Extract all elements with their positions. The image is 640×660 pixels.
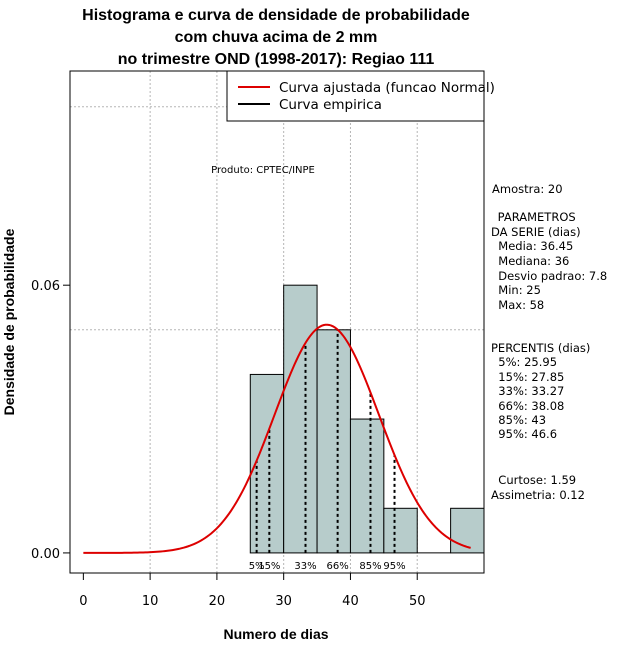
x-tick-label-20: 20: [209, 594, 226, 609]
title-line-1: Histograma e curva de densidade de proba…: [82, 7, 470, 24]
side-text-3: DA SERIE (dias): [491, 225, 581, 239]
side-text-9: PERCENTIS (dias): [491, 341, 590, 355]
side-text-4: Media: 36.45: [491, 239, 573, 253]
histogram-bar-5: [383, 507, 418, 554]
side-text-14: 85%: 43: [491, 413, 546, 427]
side-text-12: 33%: 33.27: [491, 384, 564, 398]
side-text-5: Mediana: 36: [491, 254, 569, 268]
product-label: Produto: CPTEC/INPE: [211, 165, 315, 176]
side-text-7: Min: 25: [491, 283, 541, 297]
x-tick-label-30: 30: [275, 594, 292, 609]
side-text-2: PARAMETROS: [494, 210, 576, 224]
chart-title: Histograma e curva de densidade de proba…: [82, 7, 470, 68]
percentile-label-95: 95%: [383, 561, 405, 572]
histogram-bars: [249, 284, 485, 554]
side-text-10: 5%: 25.95: [491, 355, 557, 369]
y-tick-label-0: 0.00: [31, 547, 60, 562]
y-tick-label-1: 0.06: [31, 279, 60, 294]
side-text-8: Max: 58: [491, 298, 544, 312]
percentile-label-33: 33%: [294, 561, 316, 572]
normal-curve: [83, 323, 471, 554]
legend-label-2: Curva empirica: [279, 97, 382, 113]
title-line-2: com chuva acima de 2 mm: [175, 29, 378, 46]
normal-curve-line: [83, 323, 471, 554]
side-text-13: 66%: 38.08: [491, 399, 564, 413]
side-text-1: Amostra: 20: [492, 182, 563, 196]
legend-label-1: Curva ajustada (funcao Normal): [279, 80, 495, 96]
histogram-bar-2: [283, 284, 318, 554]
percentile-label-5: 5%: [249, 561, 265, 572]
side-text-16: Curtose: 1.59: [491, 473, 576, 487]
side-text-11: 15%: 27.85: [491, 370, 564, 384]
histogram-bar-4: [349, 418, 385, 554]
histogram-bar-3: [316, 329, 351, 554]
legend-box: [226, 70, 485, 122]
percentile-lines: 5%15% 33% 66% 85% 95%: [249, 329, 406, 572]
side-text-15: 95%: 46.6: [491, 427, 557, 441]
title-line-3: no trimestre OND (1998-2017): Regiao 111: [118, 51, 435, 68]
percentile-label-85: 85%: [359, 561, 381, 572]
x-axis-label: Numero de dias: [223, 626, 328, 642]
x-tick-label-10: 10: [142, 594, 159, 609]
percentile-label-15: 15%: [258, 561, 280, 572]
y-axis-label: Densidade de probabilidade: [1, 228, 17, 415]
side-text-6: Desvio padrao: 7.8: [491, 269, 607, 283]
legend: Curva ajustada (funcao Normal)Curva empi…: [226, 70, 495, 122]
x-tick-label-50: 50: [409, 594, 426, 609]
x-tick-label-0: 0: [79, 594, 87, 609]
side-text-17: Assimetria: 0.12: [491, 488, 585, 502]
x-tick-label-40: 40: [342, 594, 359, 609]
percentile-label-66: 66%: [327, 561, 349, 572]
axes: 0 10 20 30 40 50 0.00 0.06 Numero de dias Densida…: [1, 70, 485, 642]
